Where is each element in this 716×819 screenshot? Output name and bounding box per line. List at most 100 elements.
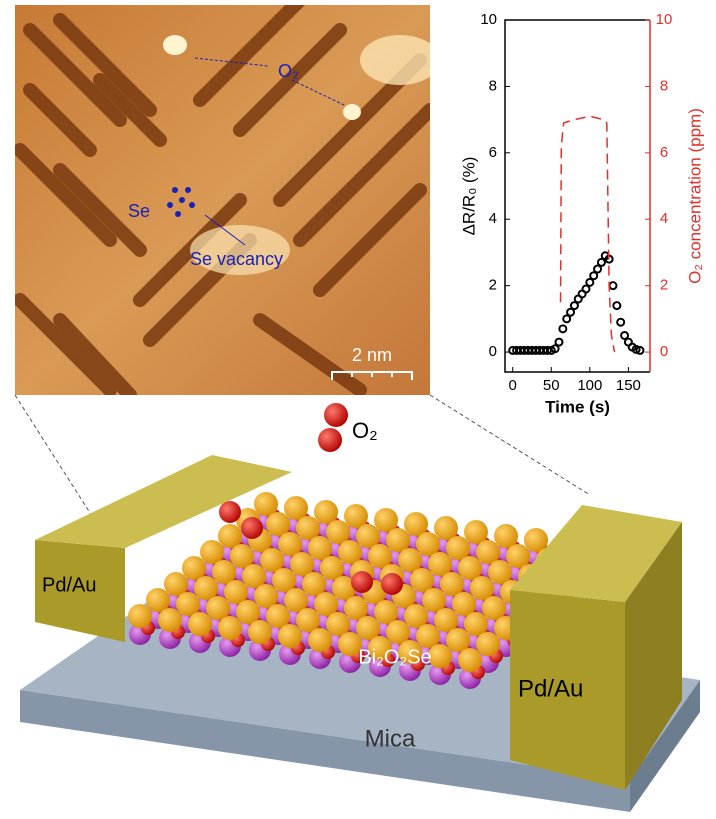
atom xyxy=(200,540,224,564)
atom xyxy=(218,524,242,548)
atom xyxy=(506,544,530,568)
axis xyxy=(505,20,650,372)
atom xyxy=(386,620,410,644)
atom xyxy=(440,572,464,596)
scale-label: 2 nm xyxy=(352,345,392,365)
atom xyxy=(314,500,338,524)
atom xyxy=(266,604,290,628)
data-point xyxy=(559,325,566,332)
figure: O₂ Se Se vacancy 2 nm O₂ Pd/Au Pd/Au Bi₂… xyxy=(0,0,716,814)
atom xyxy=(464,520,488,544)
data-point xyxy=(609,282,616,289)
atom xyxy=(302,572,326,596)
atom xyxy=(308,628,332,652)
x-tick-label: 100 xyxy=(577,377,602,394)
atom xyxy=(356,524,380,548)
y2-tick-label: 10 xyxy=(656,11,673,28)
atom xyxy=(338,540,362,564)
data-point xyxy=(555,339,562,346)
o2-atom xyxy=(241,517,263,539)
y-tick-label: 6 xyxy=(489,144,497,161)
atom xyxy=(314,592,338,616)
atom xyxy=(398,548,422,572)
atom xyxy=(368,544,392,568)
atom xyxy=(386,528,410,552)
atom xyxy=(158,608,182,632)
o2-atom xyxy=(381,573,403,595)
atom xyxy=(470,576,494,600)
atom xyxy=(458,556,482,580)
atom xyxy=(236,600,260,624)
y-axis-label: ΔR/R₀ (%) xyxy=(459,157,478,236)
stm-label: O₂ xyxy=(278,61,299,81)
y2-tick-label: 0 xyxy=(660,343,668,360)
atom xyxy=(296,608,320,632)
data-point xyxy=(617,319,624,326)
atom xyxy=(464,612,488,636)
data-point xyxy=(613,302,620,309)
atom xyxy=(410,568,434,592)
y-tick-label: 8 xyxy=(489,77,497,94)
atom xyxy=(434,608,458,632)
stm-label: Se vacancy xyxy=(190,249,283,269)
atom xyxy=(416,624,440,648)
atom xyxy=(248,620,272,644)
y2-axis-label: O₂ concentration (ppm) xyxy=(685,108,704,284)
atom xyxy=(176,592,200,616)
o2-atom xyxy=(318,428,342,452)
atom xyxy=(164,572,188,596)
atom xyxy=(284,496,308,520)
y-tick-label: 2 xyxy=(489,277,497,294)
pad-label: Pd/Au xyxy=(42,574,96,596)
atom xyxy=(224,580,248,604)
atom xyxy=(344,504,368,528)
atom xyxy=(422,588,446,612)
atom xyxy=(146,588,170,612)
pad-label: Pd/Au xyxy=(518,675,583,702)
atom xyxy=(320,556,344,580)
atom xyxy=(206,596,230,620)
atom xyxy=(488,560,512,584)
atom xyxy=(446,536,470,560)
atom xyxy=(404,604,428,628)
atom xyxy=(218,616,242,640)
atom xyxy=(476,540,500,564)
y-tick-label: 0 xyxy=(489,343,497,360)
atom xyxy=(230,544,254,568)
atom xyxy=(194,576,218,600)
o2-atom xyxy=(351,571,373,593)
atom xyxy=(374,600,398,624)
atom xyxy=(356,616,380,640)
atom xyxy=(416,532,440,556)
atom xyxy=(326,612,350,636)
crystal-label: Bi₂O₂Se xyxy=(358,646,431,668)
atom xyxy=(476,632,500,656)
substrate-label: Mica xyxy=(365,725,416,752)
stm-bright-area xyxy=(360,35,440,85)
atom xyxy=(278,624,302,648)
atom xyxy=(290,552,314,576)
atom xyxy=(128,604,152,628)
atom xyxy=(284,588,308,612)
atom xyxy=(482,596,506,620)
atom xyxy=(242,564,266,588)
atom xyxy=(446,628,470,652)
atom xyxy=(428,552,452,576)
atom xyxy=(254,492,278,516)
atom xyxy=(254,584,278,608)
atom xyxy=(458,648,482,672)
atom xyxy=(212,560,236,584)
atom xyxy=(278,532,302,556)
x-tick-label: 50 xyxy=(543,377,560,394)
atom xyxy=(188,612,212,636)
stm-bright-spot xyxy=(343,104,361,120)
atom xyxy=(524,528,548,552)
y-tick-label: 10 xyxy=(480,11,497,28)
x-axis-label: Time (s) xyxy=(545,397,610,416)
x-tick-label: 0 xyxy=(509,377,517,394)
y2-tick-label: 2 xyxy=(660,277,668,294)
stm-image xyxy=(15,0,440,395)
stm-label: Se xyxy=(128,201,150,221)
atom xyxy=(260,548,284,572)
